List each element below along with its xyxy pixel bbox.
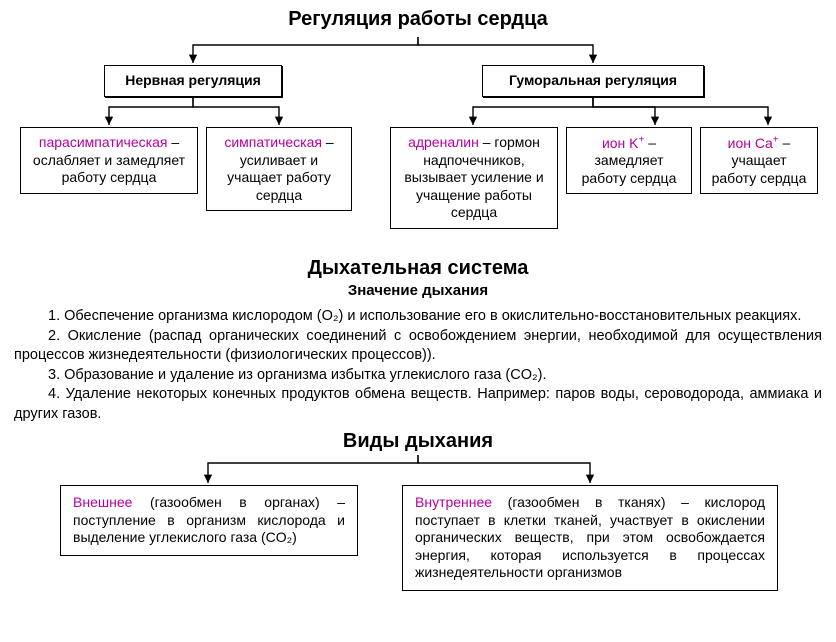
sympathetic-box: симпатическая – усиливает и учащает рабо… [206,127,352,211]
adrenaline-box: адреналин – гормон надпочечников, вызыва… [390,127,558,229]
resp-point-2: 2. Окисление (распад органических соедин… [14,327,822,366]
resp-title: Дыхательная система [14,257,822,280]
adrenaline-term: адреналин [408,134,479,150]
humoral-header: Гуморальная регуляция [482,65,704,97]
resp-subtitle: Значение дыхания [14,282,822,299]
parasympathetic-box: парасимпатическая – ослабляет и замедляе… [20,127,198,194]
resp-points: 1. Обеспечение организма кислородом (O₂)… [14,307,822,424]
heart-title: Регуляция работы сердца [14,8,822,31]
nervous-header: Нервная регуляция [104,65,282,97]
types-diagram: Внешнее (газообмен в органах) – поступле… [14,455,822,595]
resp-point-3: 3. Образование и удаление из организма и… [14,366,822,386]
ca-ion-term: ион Ca+ [728,135,779,151]
external-term: Внешнее [73,494,132,510]
heart-diagram: Нервная регуляция Гуморальная регуляция … [14,37,822,247]
types-title: Виды дыхания [14,430,822,453]
resp-point-4: 4. Удаление некоторых конечных продуктов… [14,385,822,424]
k-ion-term: ион K+ [602,135,644,151]
ca-ion-box: ион Ca+ – учащает работу сердца [700,127,818,194]
resp-point-1: 1. Обеспечение организма кислородом (O₂)… [14,307,822,327]
k-ion-box: ион K+ – замедляет работу сердца [566,127,692,194]
external-breathing-box: Внешнее (газообмен в органах) – поступле… [60,485,358,556]
sympathetic-term: симпатическая [224,134,322,150]
internal-term: Внутреннее [415,494,492,510]
parasympathetic-term: парасимпатическая [39,134,168,150]
internal-breathing-box: Внутреннее (газообмен в тканях) – кислор… [402,485,778,591]
